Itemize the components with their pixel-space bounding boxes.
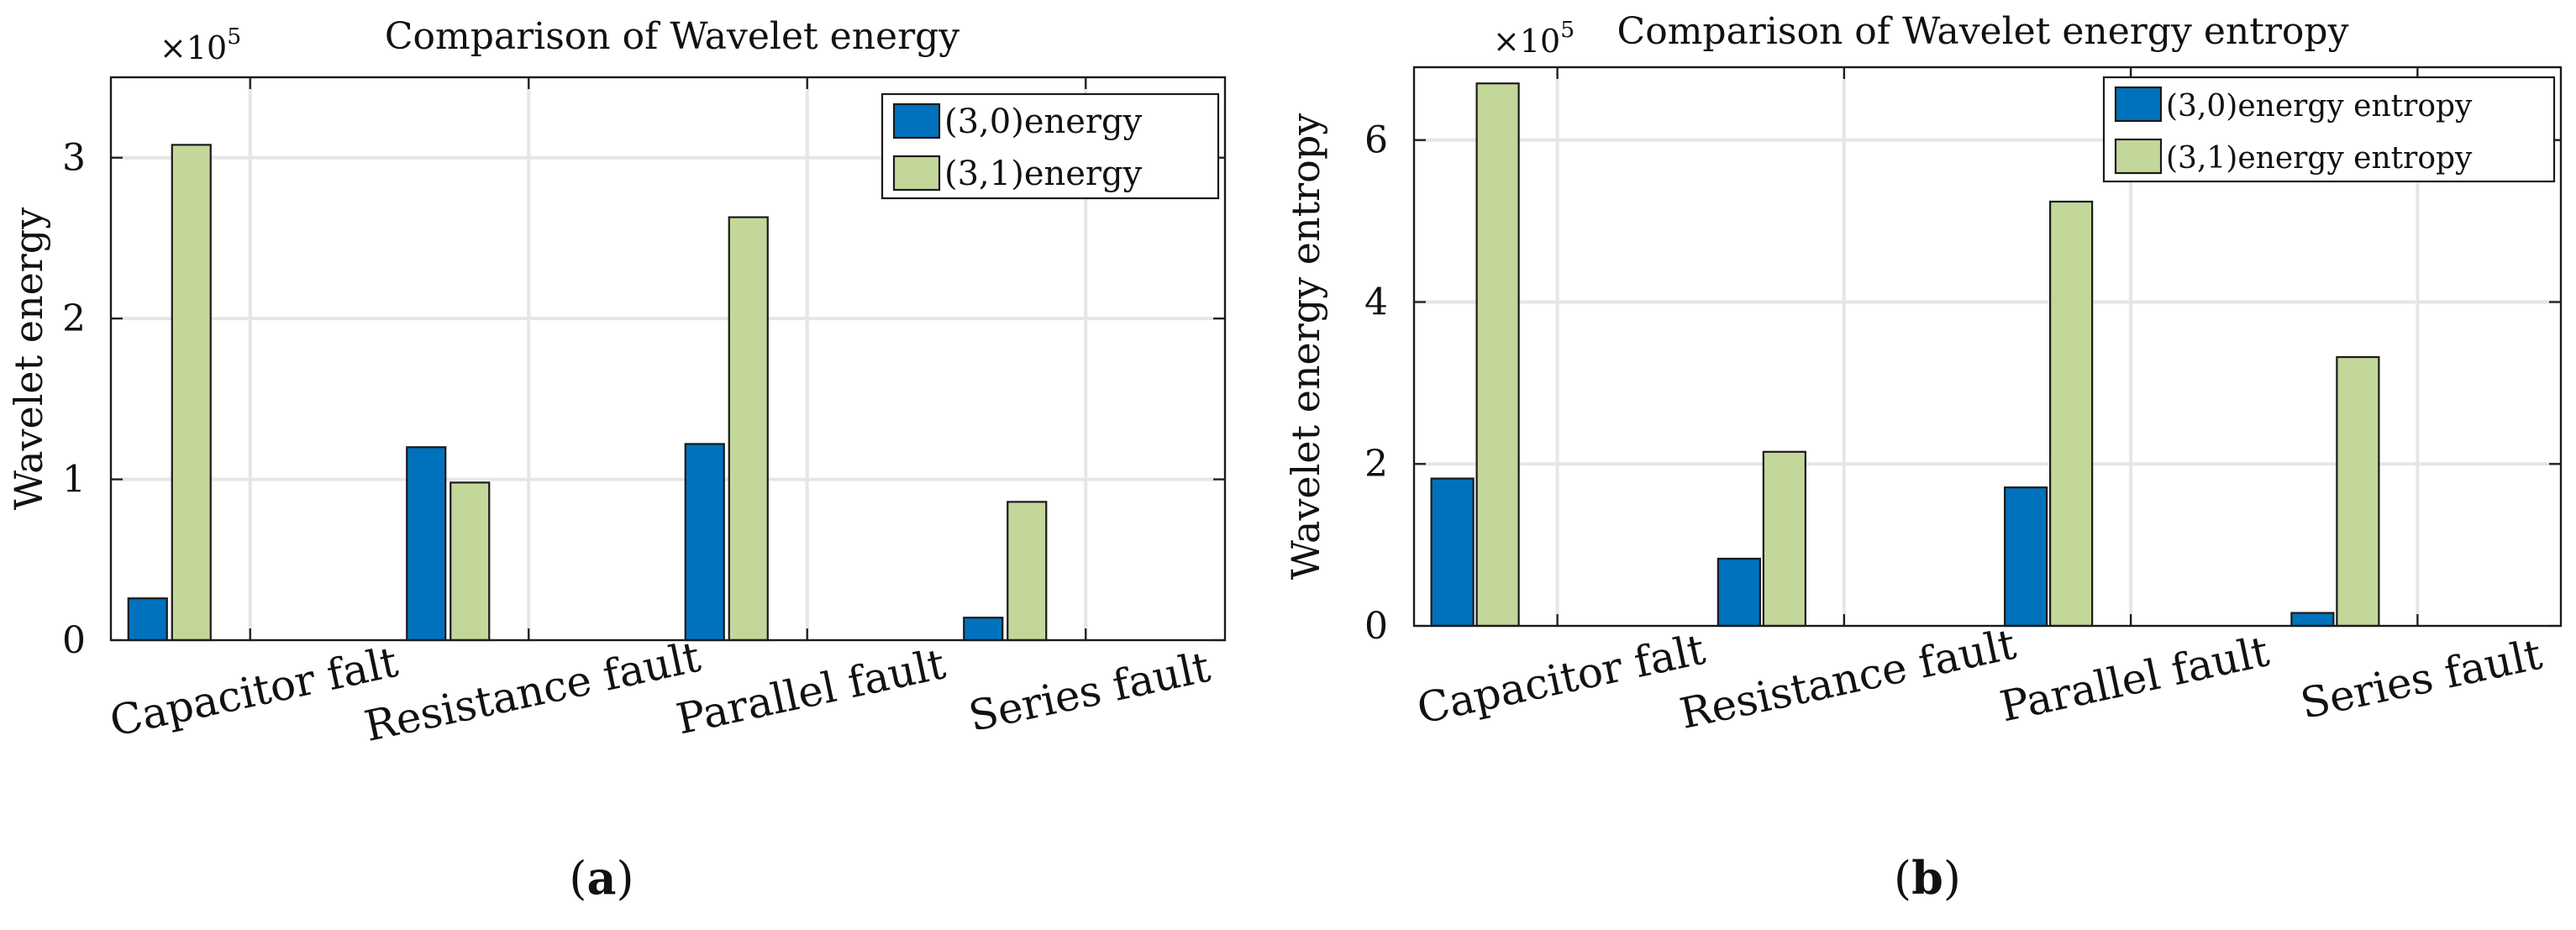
bar-series2	[1475, 82, 1520, 628]
bar-series1	[2004, 486, 2048, 628]
legend: (3,0)energy (3,1)energy	[881, 92, 1220, 200]
x-category-label: Series fault	[965, 643, 1214, 741]
x-category-label: Resistance fault	[1675, 620, 2020, 738]
bar-series2	[1007, 501, 1048, 642]
y-multiplier-exponent: 5	[1560, 17, 1575, 43]
bar-series1	[127, 597, 168, 642]
x-category-label: Resistance fault	[360, 633, 705, 751]
bar-series1	[684, 443, 725, 642]
legend-swatch-1	[2114, 86, 2163, 123]
bar-series2	[449, 481, 491, 642]
panel-label: (b)	[1894, 851, 1961, 905]
x-category-label: Parallel fault	[1996, 627, 2274, 731]
bar-series1	[2290, 612, 2335, 628]
panel-paren-open: (	[1894, 852, 1911, 905]
bar-series2	[2336, 355, 2380, 628]
bar-series2	[1762, 450, 1806, 628]
x-category-label: Parallel fault	[672, 639, 949, 743]
x-category-label: Capacitor falt	[1413, 625, 1710, 733]
y-tick-label: 2	[1364, 443, 1388, 486]
y-axis-label: Wavelet energy entropy	[1283, 113, 1328, 581]
panel-letter: b	[1911, 851, 1943, 905]
y-tick-label: 6	[1364, 119, 1388, 162]
y-tick-label: 4	[1364, 281, 1388, 323]
panel-label: (a)	[569, 851, 633, 905]
y-tick-label: 0	[62, 619, 86, 662]
legend-label-1: (3,0)energy	[944, 102, 1143, 141]
bar-series1	[406, 446, 447, 642]
y-tick-label: 1	[62, 459, 86, 502]
y-multiplier: ×105	[160, 24, 241, 66]
bar-series2	[728, 216, 769, 642]
y-axis-label: Wavelet energy	[6, 208, 51, 510]
legend-label-2: (3,1)energy	[944, 155, 1143, 193]
panel-letter: a	[587, 851, 617, 905]
y-multiplier-exponent: 5	[227, 24, 241, 50]
legend-frame	[2102, 76, 2556, 183]
axes-frame	[109, 76, 1227, 642]
axes-frame	[1412, 66, 2563, 628]
x-category-label: Series fault	[2296, 630, 2546, 728]
legend-swatch-2	[892, 155, 941, 192]
legend: (3,0)energy entropy (3,1)energy entropy	[2102, 76, 2556, 183]
bar-series2	[2049, 200, 2094, 628]
panel-paren-close: )	[1943, 852, 1961, 905]
bar-series2	[171, 144, 212, 642]
y-multiplier-base: ×10	[1493, 23, 1560, 60]
panel-paren-close: )	[617, 852, 634, 905]
bar-series1	[1716, 557, 1761, 628]
bar-series1	[1430, 477, 1475, 628]
y-tick-label: 2	[62, 297, 86, 340]
legend-label-2: (3,1)energy entropy	[2166, 141, 2473, 176]
bar-series1	[963, 617, 1004, 642]
y-multiplier: ×105	[1493, 17, 1575, 60]
y-tick-label: 3	[62, 137, 86, 180]
y-multiplier-base: ×10	[160, 29, 227, 66]
chart-title: Comparison of Wavelet energy	[385, 15, 959, 58]
x-category-label: Capacitor falt	[106, 638, 402, 746]
legend-swatch-2	[2114, 138, 2163, 175]
legend-swatch-1	[892, 102, 941, 139]
y-tick-label: 0	[1364, 605, 1388, 648]
legend-label-1: (3,0)energy entropy	[2166, 89, 2473, 123]
panel-paren-open: (	[569, 852, 586, 905]
chart-title: Comparison of Wavelet energy entropy	[1617, 10, 2349, 53]
